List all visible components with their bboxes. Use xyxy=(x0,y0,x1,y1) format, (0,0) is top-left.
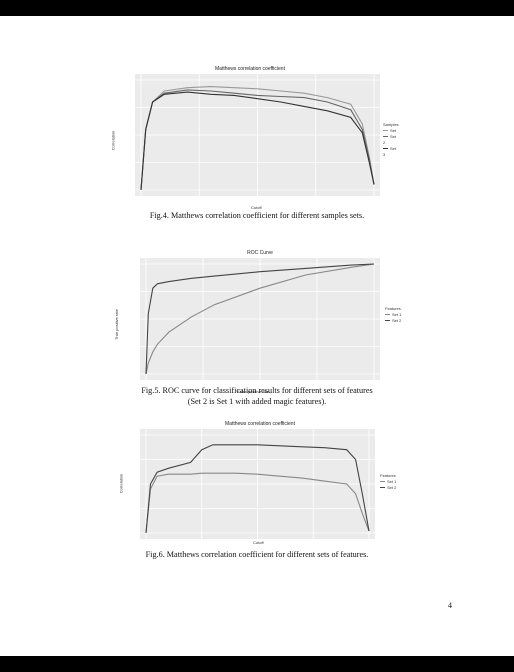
fig6-caption: Fig.6. Matthews correlation coefficient … xyxy=(145,550,369,559)
legend-item: Set 2 xyxy=(380,485,396,491)
fig4-caption: Fig.4. Matthews correlation coefficient … xyxy=(149,211,365,220)
legend-key xyxy=(380,487,385,489)
page-number: 4 xyxy=(448,601,452,610)
paper-page: Matthews correlation coefficient Cutoff … xyxy=(0,16,514,656)
legend-key xyxy=(385,314,390,316)
legend-item: Set 1 xyxy=(385,312,401,318)
legend-item: Set 1 xyxy=(380,479,396,485)
legend-label: Set 1 xyxy=(387,479,397,484)
fig5-chart xyxy=(140,258,380,380)
figure-4: Matthews correlation coefficient Cutoff … xyxy=(105,64,398,214)
legend-key xyxy=(383,148,388,150)
legend-key xyxy=(383,130,388,132)
series-line-set-1 xyxy=(145,472,370,534)
legend-label: Set 2 xyxy=(383,134,397,145)
fig5-plot-title: ROC Curve xyxy=(247,250,273,256)
legend-label: Set 2 xyxy=(387,485,397,490)
legend-item: Set xyxy=(383,128,399,134)
legend-label: Set 3 xyxy=(383,146,397,157)
fig4-chart xyxy=(135,74,380,196)
fig4-ylabel: Correlation xyxy=(110,130,116,151)
legend-label: Set xyxy=(390,128,397,133)
legend-item: Set 3 xyxy=(383,146,399,158)
series-line-set-1 xyxy=(145,263,375,375)
legend-key xyxy=(385,320,390,322)
fig5-caption-line1: Fig.5. ROC curve for classification resu… xyxy=(141,386,373,395)
figure-6: Matthews correlation coefficient Cutoff … xyxy=(115,421,405,546)
fig6-legend: Features Set 1 Set 2 xyxy=(380,473,396,491)
legend-key xyxy=(383,136,388,138)
fig6-ylabel: Correlation xyxy=(118,473,124,494)
figure-5: ROC Curve False positive rate True posit… xyxy=(113,248,405,398)
fig5-ylabel: True positive rate xyxy=(113,309,119,340)
legend-label: Set 2 xyxy=(392,318,402,323)
legend-item: Set 2 xyxy=(385,318,401,324)
fig4-xlabel: Cutoff xyxy=(251,205,262,210)
legend-item: Set 2 xyxy=(383,134,399,146)
legend-key xyxy=(380,481,385,483)
fig4-plot-title: Matthews correlation coefficient xyxy=(215,66,285,72)
series-line-set xyxy=(140,86,375,191)
fig6-plot-panel xyxy=(140,429,375,539)
series-line-set-2 xyxy=(145,263,375,375)
fig5-caption-line2: (Set 2 is Set 1 with added magic feature… xyxy=(187,397,327,406)
fig4-legend: Samples Set Set 2 Set 3 xyxy=(383,122,399,158)
fig5-xlabel: False positive rate xyxy=(237,389,270,394)
fig5-legend-title: Features xyxy=(385,306,401,311)
series-line-set-3 xyxy=(140,91,375,191)
fig5-legend: Features Set 1 Set 2 xyxy=(385,306,401,324)
legend-label: Set 1 xyxy=(392,312,402,317)
series-line-set-2 xyxy=(145,444,370,534)
fig4-plot-panel xyxy=(135,74,380,196)
fig5-plot-panel xyxy=(140,258,380,380)
fig6-legend-title: Features xyxy=(380,473,396,478)
fig6-xlabel: Cutoff xyxy=(253,540,264,545)
fig4-legend-title: Samples xyxy=(383,122,399,127)
fig6-plot-title: Matthews correlation coefficient xyxy=(225,421,295,427)
fig6-chart xyxy=(140,429,375,539)
